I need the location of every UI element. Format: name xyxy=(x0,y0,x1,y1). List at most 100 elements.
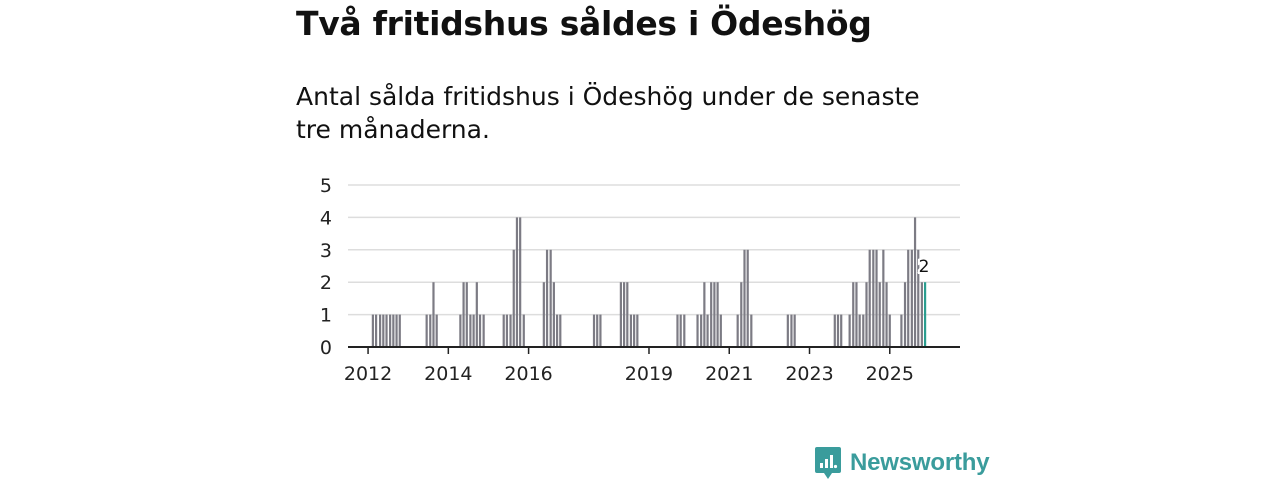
newsworthy-logo-icon xyxy=(815,447,841,479)
bar xyxy=(706,314,709,347)
bar xyxy=(599,314,602,347)
bar xyxy=(885,282,888,347)
bar xyxy=(542,282,545,347)
bar xyxy=(840,314,843,347)
bar xyxy=(459,314,462,347)
bar xyxy=(917,249,920,347)
bar xyxy=(746,249,749,347)
bar xyxy=(858,314,861,347)
bar xyxy=(519,217,522,347)
x-tick-label: 2016 xyxy=(504,363,552,385)
bar xyxy=(472,314,475,347)
bar xyxy=(465,282,468,347)
axes xyxy=(348,346,960,354)
bar xyxy=(878,282,881,347)
bar xyxy=(559,314,562,347)
bar xyxy=(910,249,913,347)
y-tick-label: 4 xyxy=(320,207,332,229)
bar xyxy=(425,314,428,347)
bar xyxy=(435,314,438,347)
bar xyxy=(545,249,549,347)
bar xyxy=(676,314,679,347)
bar xyxy=(385,314,388,347)
bar xyxy=(379,314,382,347)
bar xyxy=(549,249,552,347)
bar xyxy=(505,314,509,347)
bar xyxy=(836,314,840,347)
bar xyxy=(502,314,505,347)
bar xyxy=(790,314,793,347)
bar xyxy=(382,314,385,347)
bar xyxy=(679,314,682,347)
bar xyxy=(907,249,910,347)
bar xyxy=(900,314,903,347)
bar xyxy=(371,314,374,347)
bar xyxy=(623,282,626,347)
labels: 0 1 2 3 4 5 2 2012 2014 2016 2019 2021 2023 2025 xyxy=(320,175,932,385)
bar xyxy=(700,314,703,347)
bar xyxy=(750,314,753,347)
bar xyxy=(703,282,706,347)
bar xyxy=(875,249,878,347)
bar xyxy=(389,314,392,347)
bar xyxy=(636,314,639,347)
bar xyxy=(395,314,398,347)
bar xyxy=(872,249,875,347)
x-tick-label: 2014 xyxy=(424,363,472,385)
bar xyxy=(462,282,465,347)
bar xyxy=(710,282,713,347)
bar xyxy=(913,217,917,347)
bar xyxy=(619,282,622,347)
bar xyxy=(713,282,716,347)
bar xyxy=(374,314,378,347)
x-tick-label: 2025 xyxy=(866,363,914,385)
newsworthy-brand[interactable]: Newsworthy xyxy=(814,446,990,480)
bar xyxy=(629,314,633,347)
bar xyxy=(398,314,401,347)
bar xyxy=(868,249,871,347)
bar xyxy=(882,249,885,347)
bar xyxy=(596,314,599,347)
bar xyxy=(920,282,923,347)
bars xyxy=(371,217,927,347)
bar xyxy=(743,249,746,347)
bar xyxy=(719,314,722,347)
bar xyxy=(515,217,519,347)
bar xyxy=(522,314,525,347)
bar-chart: 0 1 2 3 4 5 2 2012 2014 2016 2019 2021 2023 2025 xyxy=(320,175,960,385)
x-tick-label: 2021 xyxy=(705,363,753,385)
y-tick-label: 0 xyxy=(320,337,332,359)
bar xyxy=(848,314,851,347)
bar xyxy=(509,314,512,347)
bar xyxy=(512,249,515,347)
bar xyxy=(862,314,865,347)
bar xyxy=(475,282,478,347)
bar xyxy=(736,314,739,347)
bar xyxy=(740,282,743,347)
bar xyxy=(626,282,629,347)
chart-title: Två fritidshus såldes i Ödeshög xyxy=(296,4,872,43)
y-tick-label: 2 xyxy=(320,272,332,294)
bar xyxy=(482,314,485,347)
chart-subtitle: Antal sålda fritidshus i Ödeshög under d… xyxy=(296,82,920,144)
brand-name: Newsworthy xyxy=(850,449,990,476)
y-tick-label: 5 xyxy=(320,175,332,197)
bar xyxy=(552,282,555,347)
highlight-bar xyxy=(923,282,927,347)
x-tick-label: 2023 xyxy=(785,363,833,385)
bar xyxy=(855,282,858,347)
bar xyxy=(432,282,435,347)
bar xyxy=(903,282,907,347)
grid-lines xyxy=(348,184,960,316)
y-tick-label: 3 xyxy=(320,240,332,262)
bar xyxy=(555,314,559,347)
bar xyxy=(888,314,891,347)
bar xyxy=(852,282,855,347)
y-tick-label: 1 xyxy=(320,305,332,327)
bar xyxy=(716,282,719,347)
bar xyxy=(793,314,796,347)
x-tick-label: 2019 xyxy=(625,363,673,385)
bar xyxy=(633,314,636,347)
bar xyxy=(392,314,395,347)
bar xyxy=(865,282,868,347)
